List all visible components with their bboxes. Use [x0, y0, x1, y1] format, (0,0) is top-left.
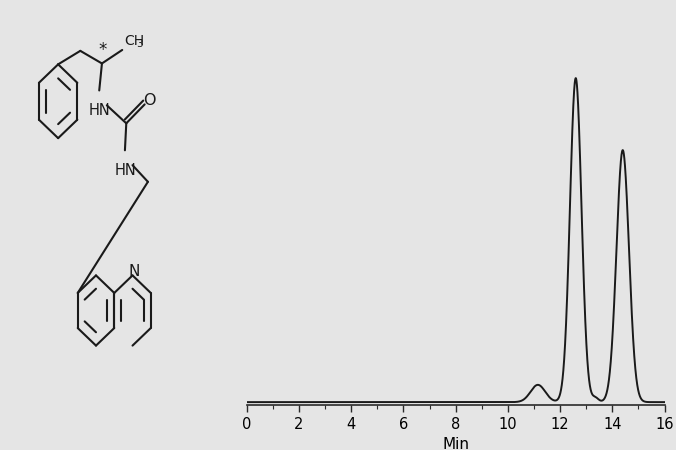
Text: N: N	[129, 264, 141, 279]
Text: O: O	[143, 93, 155, 108]
Text: HN: HN	[89, 103, 111, 118]
Text: HN: HN	[115, 163, 137, 178]
X-axis label: Min: Min	[442, 437, 469, 450]
Text: 3: 3	[136, 39, 143, 49]
Text: CH: CH	[124, 34, 145, 48]
Text: *: *	[99, 41, 107, 59]
